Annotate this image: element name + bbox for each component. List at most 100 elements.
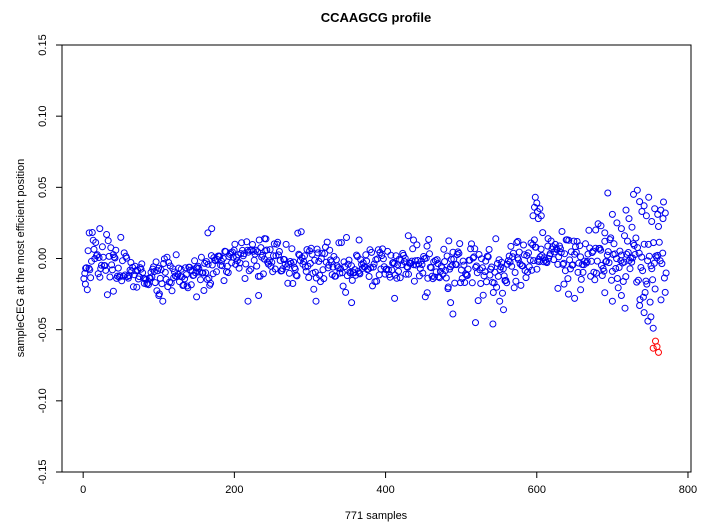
data-point — [659, 215, 667, 223]
data-point — [413, 241, 421, 249]
data-point — [650, 259, 658, 267]
data-point — [645, 193, 653, 201]
data-point — [565, 236, 573, 244]
data-point — [365, 273, 373, 280]
data-point — [645, 252, 653, 260]
data-point — [433, 256, 441, 264]
data-point — [628, 258, 636, 266]
data-point — [85, 229, 93, 237]
data-point — [613, 275, 621, 282]
data-point — [546, 250, 554, 258]
data-point — [199, 269, 207, 277]
data-point — [427, 264, 435, 272]
data-point — [511, 269, 519, 276]
data-point — [640, 240, 648, 248]
data-point — [159, 297, 167, 305]
data-point — [623, 250, 631, 258]
data-point — [387, 251, 395, 259]
data-point — [208, 225, 216, 233]
data-point — [636, 302, 644, 309]
data-point — [531, 193, 539, 201]
y-tick-label: 0.00 — [37, 248, 49, 269]
data-point — [101, 262, 109, 270]
data-point — [508, 262, 516, 270]
data-point — [628, 223, 636, 231]
data-point — [370, 260, 378, 268]
data-point — [616, 247, 624, 255]
data-point — [337, 265, 345, 273]
data-point — [471, 245, 479, 253]
data-point — [323, 238, 331, 246]
data-point — [312, 297, 320, 305]
data-point — [344, 260, 352, 268]
data-point — [613, 255, 621, 263]
data-point — [368, 248, 376, 256]
data-point — [87, 274, 95, 282]
data-point — [437, 262, 445, 270]
data-point — [512, 277, 520, 285]
data-point — [483, 252, 491, 260]
data-point — [565, 290, 572, 298]
data-point — [468, 240, 475, 248]
data-point — [95, 254, 103, 261]
data-point — [620, 258, 628, 266]
data-point — [442, 274, 450, 282]
data-point — [642, 277, 650, 285]
y-tick-label: 0.05 — [37, 177, 49, 198]
data-point — [571, 294, 579, 302]
data-point — [503, 279, 511, 287]
x-tick-label: 600 — [528, 484, 546, 496]
data-point — [389, 258, 397, 266]
chart-title: CCAAGCG profile — [321, 10, 432, 25]
data-point — [631, 251, 639, 258]
data-point — [554, 284, 562, 292]
data-point — [405, 270, 412, 278]
data-point — [536, 253, 544, 261]
data-point — [160, 260, 168, 267]
highlighted-data-point — [655, 348, 662, 356]
data-point — [583, 258, 591, 265]
data-point — [634, 276, 642, 284]
data-point — [626, 265, 634, 273]
data-point — [422, 254, 430, 262]
data-point — [106, 273, 114, 281]
data-point — [507, 242, 515, 250]
data-point — [329, 263, 337, 271]
data-point — [127, 259, 135, 266]
data-point — [263, 246, 271, 254]
data-point — [418, 261, 426, 268]
x-tick-label: 200 — [225, 484, 243, 496]
data-point — [117, 233, 125, 241]
data-point — [152, 258, 160, 266]
data-point — [401, 254, 409, 262]
data-point — [618, 251, 626, 259]
data-point — [510, 284, 518, 292]
data-point — [363, 257, 371, 265]
data-point — [485, 246, 493, 253]
data-point — [353, 251, 360, 259]
data-point — [467, 245, 475, 253]
data-point — [247, 265, 255, 273]
data-point — [305, 274, 313, 281]
data-point — [275, 248, 283, 255]
data-point — [597, 222, 605, 230]
data-point — [151, 279, 159, 287]
data-point — [582, 240, 589, 248]
data-point — [414, 257, 422, 264]
data-point — [261, 235, 269, 243]
data-point — [593, 257, 601, 265]
data-point — [213, 268, 220, 276]
data-point — [425, 236, 433, 243]
data-point — [218, 262, 226, 270]
data-point — [242, 260, 250, 268]
y-tick-label: -0.05 — [37, 317, 49, 342]
data-point — [443, 252, 451, 260]
data-point — [345, 256, 353, 264]
data-point — [610, 240, 618, 248]
data-point — [624, 249, 632, 256]
data-point — [404, 232, 412, 240]
data-point — [355, 269, 363, 277]
data-point — [621, 232, 628, 240]
data-point — [393, 274, 401, 282]
